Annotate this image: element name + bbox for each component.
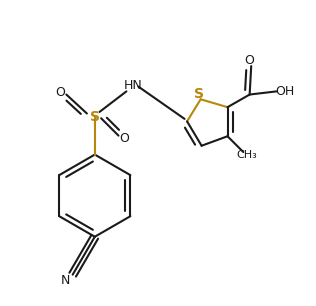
Text: S: S — [90, 110, 100, 124]
Text: O: O — [119, 132, 129, 145]
Text: CH₃: CH₃ — [237, 150, 258, 160]
Text: O: O — [245, 54, 255, 67]
Text: N: N — [61, 274, 70, 287]
Text: HN: HN — [123, 79, 142, 91]
Text: OH: OH — [276, 85, 295, 98]
Text: O: O — [56, 85, 66, 99]
Text: S: S — [194, 87, 204, 101]
